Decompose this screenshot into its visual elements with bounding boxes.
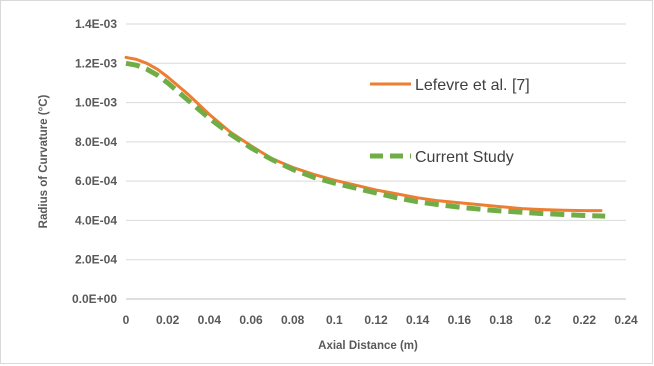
series-line-lefevre bbox=[124, 55, 603, 213]
x-axis-title: Axial Distance (m) bbox=[318, 340, 418, 352]
legend-label-lefevre: Lefevre et al. [7] bbox=[415, 77, 530, 94]
legend-label-current-study: Current Study bbox=[415, 149, 514, 166]
y-tick-label: 2.0E-04 bbox=[75, 253, 117, 267]
y-axis-title: Radius of Curvature (°C) bbox=[38, 95, 50, 229]
y-tick-label: 1.4E-03 bbox=[75, 17, 117, 31]
series-lines bbox=[124, 55, 606, 219]
legend: Lefevre et al. [7] Current Study bbox=[370, 77, 530, 166]
y-tick-label: 6.0E-04 bbox=[75, 174, 117, 188]
x-tick-label: 0.12 bbox=[364, 313, 388, 327]
y-tick-label: 1.0E-03 bbox=[75, 96, 117, 110]
x-tick-label: 0 bbox=[123, 313, 130, 327]
axes: 0.0E+00 2.0E-04 4.0E-04 6.0E-04 8.0E-04 1.0E-… bbox=[72, 17, 638, 327]
x-tick-label: 0.16 bbox=[448, 313, 472, 327]
x-tick-label: 0.08 bbox=[281, 313, 305, 327]
x-tick-label: 0.22 bbox=[573, 313, 597, 327]
y-tick-label: 0.0E+00 bbox=[72, 292, 117, 306]
x-tick-label: 0.24 bbox=[614, 313, 638, 327]
x-tick-label: 0.14 bbox=[406, 313, 430, 327]
x-tick-label: 0.2 bbox=[534, 313, 551, 327]
x-tick-label: 0.18 bbox=[489, 313, 513, 327]
series-line-current-study bbox=[125, 60, 606, 219]
x-tick-label: 0.06 bbox=[239, 313, 263, 327]
gridlines bbox=[126, 23, 626, 261]
x-tick-label: 0.1 bbox=[326, 313, 343, 327]
x-tick-label: 0.04 bbox=[198, 313, 222, 327]
y-tick-label: 8.0E-04 bbox=[75, 135, 117, 149]
y-tick-label: 1.2E-03 bbox=[75, 56, 117, 70]
y-tick-label: 4.0E-04 bbox=[75, 213, 117, 227]
x-tick-label: 0.02 bbox=[156, 313, 180, 327]
